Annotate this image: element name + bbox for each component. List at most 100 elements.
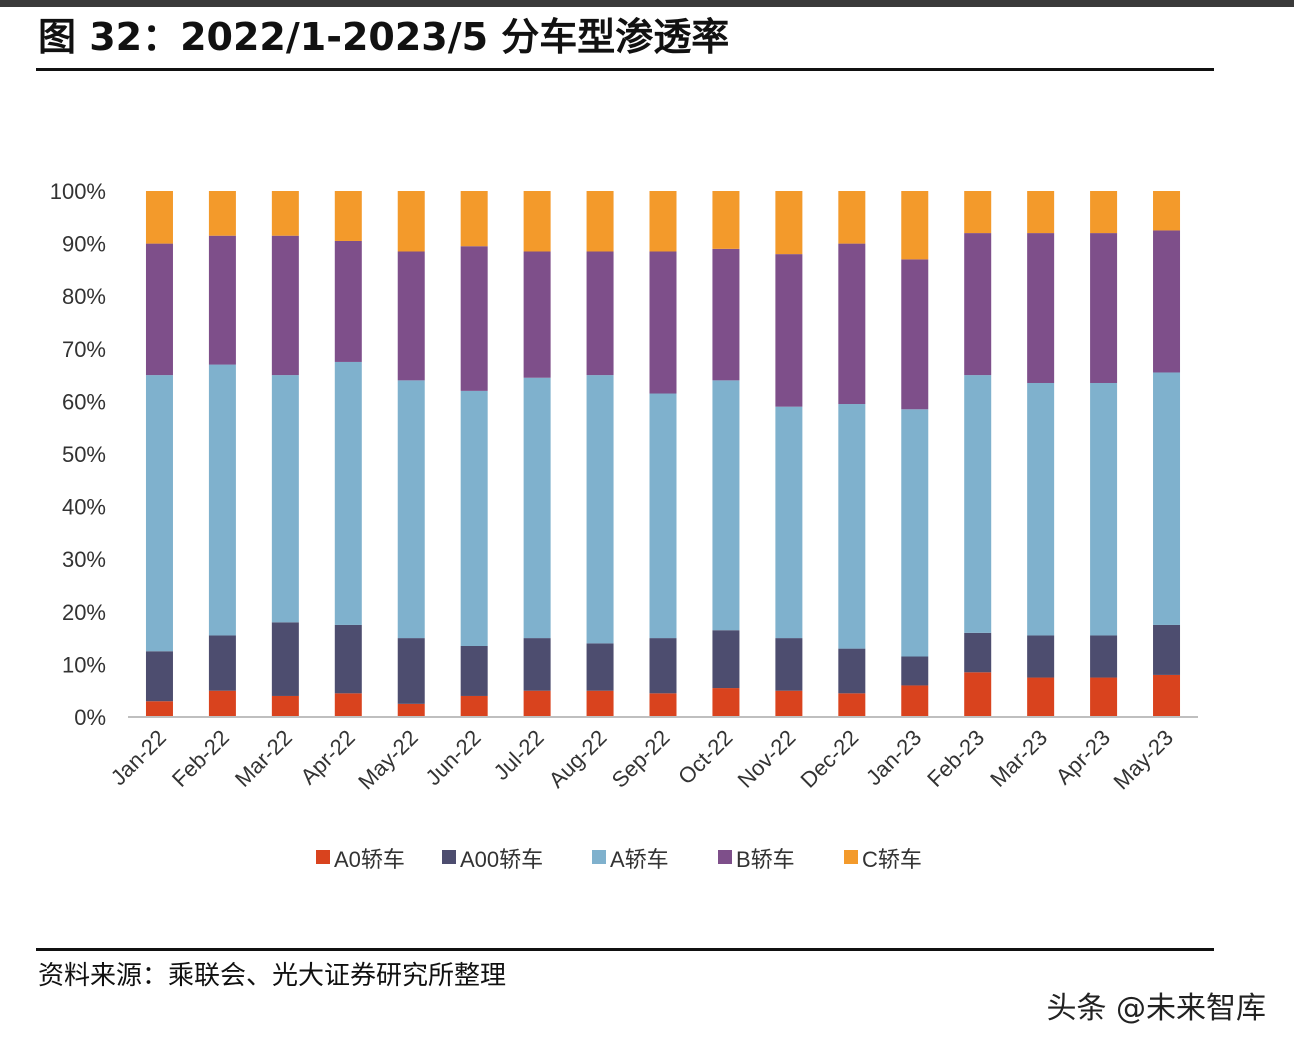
bar-segment bbox=[838, 243, 866, 405]
bar-segment bbox=[1153, 372, 1181, 625]
bar-segment bbox=[586, 191, 614, 252]
x-tick-label: Aug-22 bbox=[544, 725, 612, 793]
bar-segment bbox=[397, 191, 425, 252]
bar-segment bbox=[271, 375, 299, 623]
bar-segment bbox=[397, 703, 425, 717]
x-tick-label: Dec-22 bbox=[796, 725, 864, 793]
source-divider bbox=[36, 948, 1214, 951]
bar-segment bbox=[712, 688, 740, 717]
y-tick-label: 10% bbox=[62, 652, 106, 677]
bar-segment bbox=[901, 409, 929, 657]
bar-segment bbox=[460, 246, 488, 391]
y-tick-label: 50% bbox=[62, 442, 106, 467]
bar-segment bbox=[208, 235, 236, 365]
bar-segment bbox=[1153, 230, 1181, 373]
bar-segment bbox=[145, 701, 173, 717]
bar-segment bbox=[208, 690, 236, 717]
bar-segment bbox=[964, 191, 992, 234]
y-tick-label: 70% bbox=[62, 337, 106, 362]
bar-segment bbox=[1027, 635, 1055, 678]
bar-segment bbox=[1090, 382, 1118, 636]
bar-segment bbox=[775, 191, 803, 255]
bar-segment bbox=[964, 672, 992, 717]
bar-segment bbox=[460, 191, 488, 247]
legend-swatch bbox=[316, 850, 330, 864]
bar-segment bbox=[712, 380, 740, 631]
bar-segment bbox=[1027, 677, 1055, 717]
bar-segment bbox=[208, 364, 236, 636]
bar-segment bbox=[523, 638, 551, 691]
figure-title: 图 32：2022/1-2023/5 分车型渗透率 bbox=[38, 15, 730, 59]
bar-segment bbox=[712, 191, 740, 249]
legend-swatch bbox=[844, 850, 858, 864]
bar-segment bbox=[397, 638, 425, 704]
bar-segment bbox=[208, 191, 236, 236]
bar-segment bbox=[334, 624, 362, 694]
bar-segment bbox=[1153, 191, 1181, 231]
y-tick-label: 0% bbox=[74, 705, 106, 730]
bar-segment bbox=[1027, 191, 1055, 234]
bar-segment bbox=[649, 191, 677, 252]
bar-segment bbox=[523, 377, 551, 639]
bar-segment bbox=[586, 643, 614, 691]
bar-segment bbox=[271, 191, 299, 236]
y-tick-label: 90% bbox=[62, 232, 106, 257]
bar-segment bbox=[649, 693, 677, 717]
bar-segment bbox=[1153, 674, 1181, 717]
bar-segment bbox=[712, 630, 740, 689]
source-note: 资料来源：乘联会、光大证券研究所整理 bbox=[38, 961, 507, 991]
bar-segment bbox=[271, 622, 299, 696]
x-tick-label: Nov-22 bbox=[733, 725, 801, 793]
bar-segment bbox=[334, 361, 362, 625]
x-tick-label: Mar-22 bbox=[230, 725, 297, 792]
bar-segment bbox=[1090, 635, 1118, 678]
bar-segment bbox=[901, 685, 929, 717]
stacked-bar-chart: 0%10%20%30%40%50%60%70%80%90%100%Jan-22F… bbox=[50, 179, 1198, 872]
legend-label: A0轿车 bbox=[334, 847, 405, 872]
bar-segment bbox=[334, 191, 362, 241]
bar-segment bbox=[586, 375, 614, 644]
bar-segment bbox=[775, 254, 803, 407]
bar-segment bbox=[1090, 233, 1118, 383]
bar-segment bbox=[334, 240, 362, 362]
bar-segment bbox=[649, 638, 677, 694]
bar-segment bbox=[145, 651, 173, 702]
bar-segment bbox=[838, 693, 866, 717]
legend-label: C轿车 bbox=[862, 847, 922, 872]
bar-segment bbox=[460, 645, 488, 696]
bar-segment bbox=[523, 251, 551, 378]
bar-segment bbox=[271, 235, 299, 376]
bar-segment bbox=[460, 695, 488, 717]
x-tick-label: Jan-23 bbox=[861, 725, 926, 790]
bar-segment bbox=[1090, 677, 1118, 717]
bar-segment bbox=[901, 191, 929, 260]
legend-label: B轿车 bbox=[736, 847, 795, 872]
x-tick-label: Mar-23 bbox=[985, 725, 1052, 792]
bar-segment bbox=[775, 638, 803, 691]
bar-segment bbox=[901, 259, 929, 410]
bar-segment bbox=[145, 191, 173, 244]
legend-swatch bbox=[592, 850, 606, 864]
bar-segment bbox=[586, 690, 614, 717]
x-tick-label: Jun-22 bbox=[420, 725, 485, 790]
bar-segment bbox=[901, 656, 929, 686]
bar-segment bbox=[838, 404, 866, 649]
x-tick-label: May-23 bbox=[1109, 725, 1179, 795]
bar-segment bbox=[649, 251, 677, 394]
bar-segment bbox=[145, 243, 173, 376]
bar-segment bbox=[1153, 624, 1181, 675]
x-tick-label: Jan-22 bbox=[106, 725, 171, 790]
x-tick-label: Oct-22 bbox=[673, 725, 737, 789]
bar-segment bbox=[523, 191, 551, 252]
y-tick-label: 20% bbox=[62, 600, 106, 625]
y-tick-label: 40% bbox=[62, 495, 106, 520]
legend-swatch bbox=[718, 850, 732, 864]
bar-segment bbox=[586, 251, 614, 376]
y-tick-label: 60% bbox=[62, 389, 106, 414]
legend-swatch bbox=[442, 850, 456, 864]
bar-segment bbox=[1090, 191, 1118, 234]
bar-segment bbox=[1027, 382, 1055, 636]
bar-segment bbox=[460, 390, 488, 646]
bar-segment bbox=[334, 693, 362, 717]
bar-segment bbox=[397, 380, 425, 639]
